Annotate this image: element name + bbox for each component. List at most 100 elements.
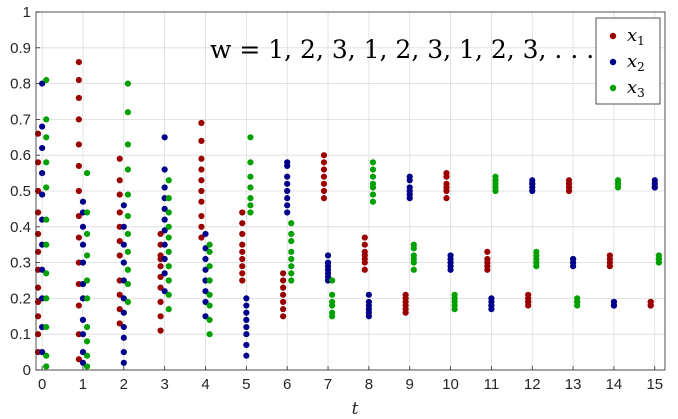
- data-point-x2: [202, 313, 209, 320]
- data-point-x1: [443, 195, 450, 202]
- data-points: [34, 59, 662, 370]
- data-point-x3: [206, 263, 213, 270]
- data-point-x1: [34, 159, 42, 166]
- data-point-x1: [239, 209, 246, 216]
- data-point-x3: [83, 209, 91, 216]
- data-point-x3: [165, 234, 172, 241]
- data-point-x2: [365, 291, 372, 298]
- data-point-x2: [202, 288, 209, 295]
- data-point-x3: [410, 241, 417, 248]
- data-point-x1: [75, 162, 82, 170]
- data-point-x1: [75, 94, 82, 102]
- data-point-x1: [75, 59, 82, 66]
- data-point-x2: [284, 173, 291, 180]
- data-point-x1: [198, 223, 205, 230]
- x-tick-label: 15: [646, 376, 663, 393]
- data-point-x1: [198, 187, 205, 195]
- data-point-x2: [243, 341, 250, 349]
- x-tick-label: 8: [365, 376, 373, 393]
- series-x2: [39, 80, 658, 366]
- data-point-x2: [406, 184, 413, 191]
- data-point-x1: [75, 356, 82, 363]
- data-point-x2: [120, 309, 127, 316]
- legend-label-subscript: 2: [637, 60, 645, 74]
- x-tick-label: 13: [565, 376, 582, 393]
- data-point-x3: [124, 230, 131, 238]
- data-point-x3: [83, 363, 91, 370]
- data-point-x2: [79, 223, 87, 230]
- x-axis-ticks: 0 1 2 3 4 5 6 7 8 9 10 11 12 13 14 15: [38, 366, 663, 393]
- data-point-x3: [165, 306, 172, 313]
- data-point-x1: [34, 230, 42, 238]
- data-point-x2: [529, 177, 536, 184]
- data-point-x1: [116, 320, 123, 327]
- data-point-x2: [161, 216, 168, 223]
- data-point-x1: [198, 234, 205, 241]
- data-point-x3: [206, 331, 213, 338]
- data-point-x2: [120, 259, 127, 266]
- series-x1: [34, 59, 654, 363]
- data-point-x1: [75, 116, 82, 123]
- y-tick-label: 0.9: [10, 40, 31, 57]
- data-point-x2: [243, 323, 250, 331]
- data-point-x3: [83, 277, 91, 284]
- data-point-x2: [202, 230, 209, 238]
- data-point-x3: [206, 277, 213, 284]
- data-point-x3: [43, 323, 50, 331]
- data-point-x3: [247, 159, 254, 166]
- data-point-x2: [161, 255, 168, 263]
- legend-label-x2: x2: [627, 51, 645, 74]
- data-point-x1: [116, 238, 123, 245]
- data-point-x2: [161, 270, 168, 277]
- legend-marker-x1: [609, 32, 617, 40]
- data-point-x1: [239, 248, 246, 255]
- data-point-x1: [361, 234, 368, 241]
- data-point-x1: [239, 277, 246, 284]
- data-point-x3: [124, 166, 131, 173]
- data-point-x2: [79, 349, 87, 356]
- data-point-x2: [79, 316, 87, 323]
- data-point-x3: [329, 277, 336, 284]
- data-point-x1: [157, 230, 164, 238]
- data-point-x1: [198, 155, 205, 162]
- data-point-x1: [75, 302, 82, 309]
- data-point-x2: [161, 227, 168, 234]
- data-point-x2: [570, 255, 577, 263]
- data-point-x2: [284, 202, 291, 209]
- data-point-x3: [124, 280, 131, 288]
- data-point-x2: [243, 295, 250, 302]
- data-point-x1: [239, 241, 246, 248]
- data-point-x1: [75, 212, 82, 220]
- y-tick-label: 0.2: [10, 290, 31, 307]
- data-point-x3: [614, 177, 622, 184]
- data-point-x2: [284, 195, 291, 202]
- data-point-x3: [655, 252, 662, 259]
- data-point-x1: [116, 191, 123, 198]
- data-point-x1: [157, 273, 164, 281]
- data-point-x2: [284, 209, 291, 216]
- legend-label-base: x: [627, 77, 637, 98]
- data-point-x1: [239, 220, 246, 227]
- data-point-x1: [34, 298, 42, 306]
- data-point-x3: [43, 216, 50, 223]
- legend-marker-x3: [609, 84, 617, 92]
- data-point-x3: [165, 195, 172, 202]
- data-point-x1: [198, 119, 205, 127]
- y-tick-label: 0.4: [10, 219, 31, 236]
- data-point-x3: [43, 184, 50, 191]
- data-point-x3: [124, 212, 131, 220]
- legend-marker-x2: [609, 58, 617, 66]
- y-tick-label: 0.1: [10, 326, 31, 343]
- data-point-x2: [488, 295, 495, 302]
- data-point-x3: [329, 298, 336, 306]
- data-point-x3: [43, 295, 50, 302]
- data-point-x3: [247, 195, 254, 202]
- data-point-x2: [202, 266, 209, 273]
- y-tick-label: 1: [23, 4, 31, 21]
- data-point-x3: [369, 198, 377, 205]
- data-point-x2: [120, 359, 127, 366]
- data-point-x2: [243, 309, 250, 316]
- data-point-x3: [83, 295, 91, 302]
- data-point-x3: [43, 116, 50, 123]
- data-point-x2: [406, 173, 413, 180]
